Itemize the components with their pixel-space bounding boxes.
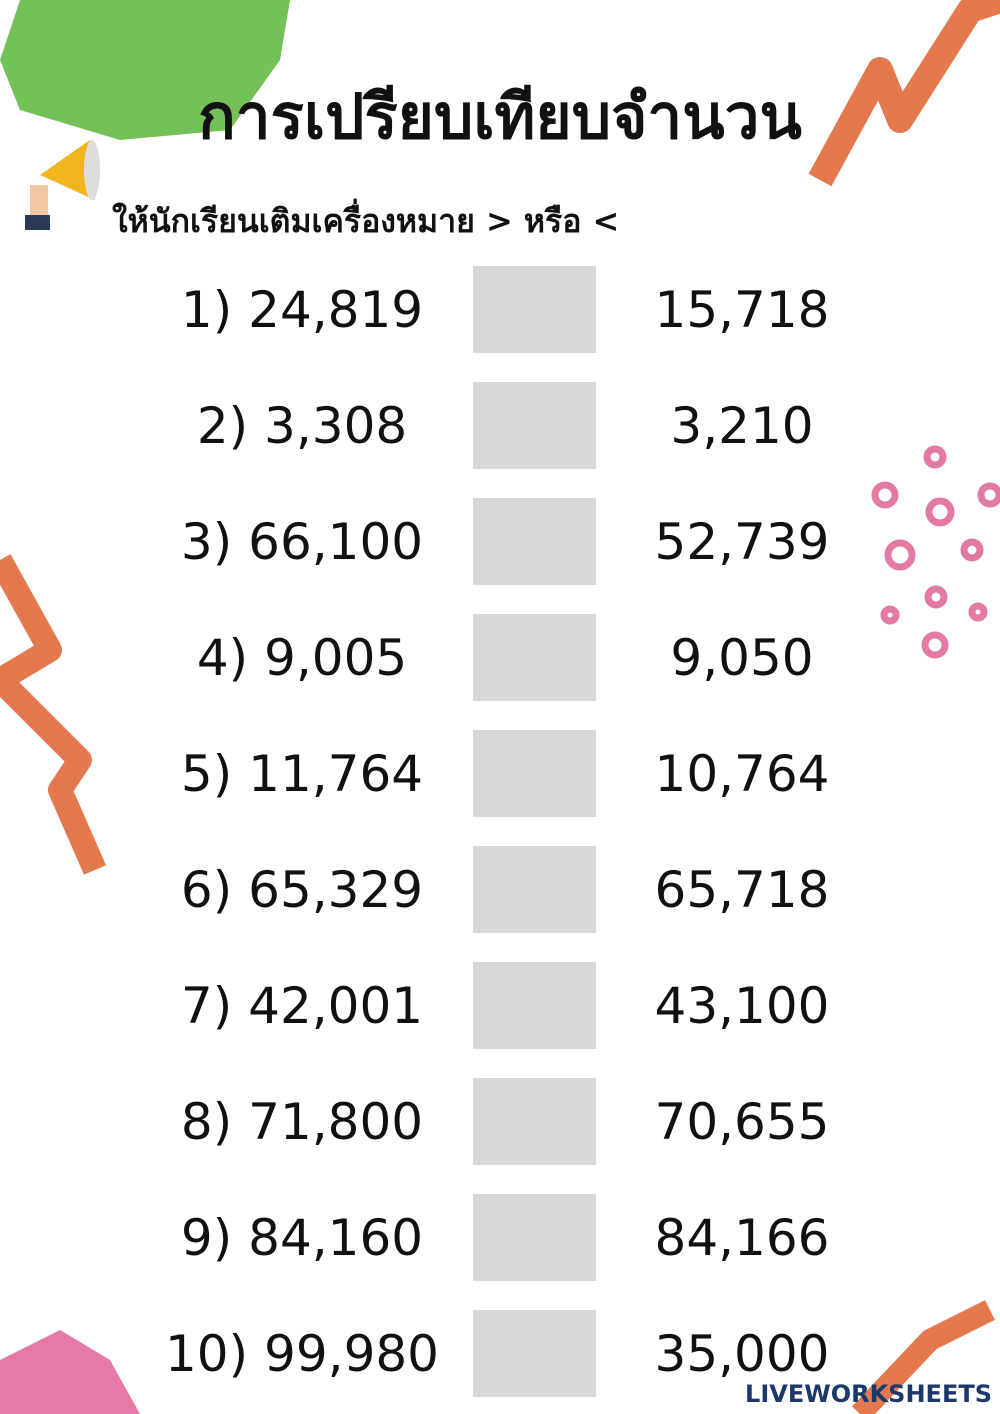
green-brush [0,0,290,140]
left-value: 42,001 [248,977,424,1035]
megaphone-icon [25,140,100,230]
comparison-row: 8) 71,800 70,655 [0,1078,1000,1166]
item-label: 2) [196,397,249,455]
comparison-row: 2) 3,308 3,210 [0,382,1000,470]
right-number: 43,100 [654,977,830,1035]
left-value: 65,329 [248,861,424,919]
right-number: 3,210 [670,397,814,455]
orange-zigzag [808,0,1000,187]
left-number: 10) 99,980 [132,1310,472,1398]
left-number: 4) 9,005 [132,614,472,702]
pink-brush [0,1330,140,1414]
item-label: 3) [180,513,233,571]
right-number: 10,764 [654,745,830,803]
right-number: 70,655 [654,1093,830,1151]
title: การเปรียบเทียบจำนวน [198,80,802,153]
answer-box[interactable] [473,614,596,701]
comparison-row: 4) 9,005 9,050 [0,614,1000,702]
answer-box[interactable] [473,962,596,1049]
right-number: 15,718 [654,281,830,339]
item-label: 4) [196,629,249,687]
item-label: 5) [180,745,233,803]
answer-box[interactable] [473,1310,596,1397]
right-number: 65,718 [654,861,830,919]
left-value: 71,800 [248,1093,424,1151]
right-number: 84,166 [654,1209,830,1267]
right-number: 52,739 [654,513,830,571]
left-value: 24,819 [248,281,424,339]
left-number: 8) 71,800 [132,1078,472,1166]
left-number: 1) 24,819 [132,266,472,354]
item-label: 8) [180,1093,233,1151]
item-label: 7) [180,977,233,1035]
left-value: 11,764 [248,745,424,803]
answer-box[interactable] [473,1078,596,1165]
left-number: 5) 11,764 [132,730,472,818]
comparison-row: 1) 24,819 15,718 [0,266,1000,354]
left-number: 3) 66,100 [132,498,472,586]
answer-box[interactable] [473,266,596,353]
item-label: 9) [180,1209,233,1267]
left-value: 84,160 [248,1209,424,1267]
comparison-row: 5) 11,764 10,764 [0,730,1000,818]
left-number: 6) 65,329 [132,846,472,934]
right-number: 9,050 [670,629,814,687]
comparison-row: 10) 99,980 35,000 [0,1310,1000,1398]
answer-box[interactable] [473,846,596,933]
left-value: 66,100 [248,513,424,571]
item-label: 10) [165,1325,249,1383]
comparison-row: 9) 84,160 84,166 [0,1194,1000,1282]
answer-box[interactable] [473,730,596,817]
left-number: 9) 84,160 [132,1194,472,1282]
item-label: 1) [180,281,233,339]
left-value: 3,308 [264,397,408,455]
orange-zigzag [852,1300,995,1414]
pink-dots [871,445,1000,659]
left-number: 7) 42,001 [132,962,472,1050]
left-value: 99,980 [264,1325,439,1383]
right-number: 35,000 [654,1325,830,1383]
comparison-row: 3) 66,100 52,739 [0,498,1000,586]
answer-box[interactable] [473,382,596,469]
orange-zigzag [0,554,106,875]
item-label: 6) [180,861,233,919]
watermark: LIVEWORKSHEETS [745,1380,992,1408]
left-number: 2) 3,308 [132,382,472,470]
left-value: 9,005 [264,629,408,687]
answer-box[interactable] [473,1194,596,1281]
comparison-row: 6) 65,329 65,718 [0,846,1000,934]
instruction: ให้นักเรียนเติมเครื่องหมาย > หรือ < [112,202,620,240]
comparison-row: 7) 42,001 43,100 [0,962,1000,1050]
answer-box[interactable] [473,498,596,585]
